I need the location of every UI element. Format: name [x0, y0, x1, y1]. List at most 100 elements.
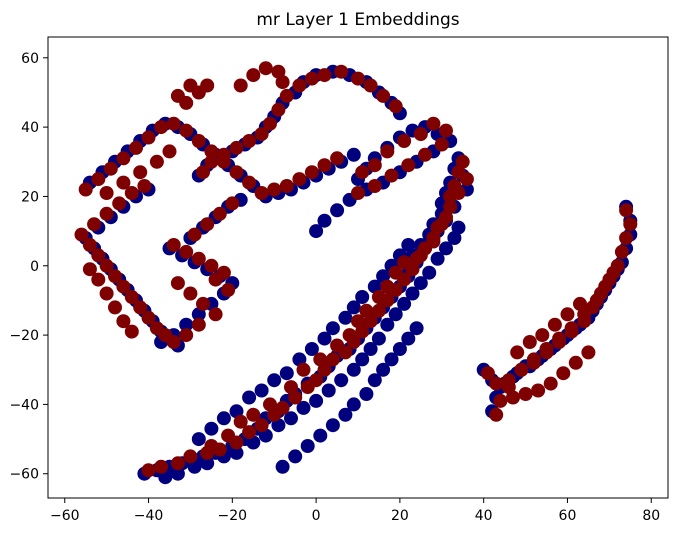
scatter-point	[204, 421, 219, 436]
scatter-point	[288, 449, 303, 464]
scatter-point	[129, 140, 143, 155]
scatter-point	[91, 272, 106, 287]
scatter-point	[573, 296, 587, 311]
x-tick-label: −40	[134, 508, 164, 524]
scatter-point	[229, 445, 244, 460]
scatter-point	[154, 120, 169, 135]
scatter-point	[204, 439, 219, 453]
scatter-point	[183, 286, 198, 301]
scatter-point	[133, 165, 148, 180]
scatter-point	[401, 331, 416, 346]
scatter-point	[296, 400, 311, 415]
scatter-point	[166, 335, 181, 349]
x-tick-label: −20	[218, 508, 248, 524]
scatter-point	[124, 290, 139, 304]
scatter-point	[99, 186, 114, 200]
chart-title: mr Layer 1 Embeddings	[256, 10, 459, 30]
scatter-point	[380, 144, 395, 159]
scatter-point	[229, 140, 244, 155]
scatter-point	[183, 449, 198, 464]
scatter-point	[321, 383, 336, 398]
scatter-point	[388, 307, 403, 322]
scatter-point	[133, 300, 148, 315]
scatter-point	[229, 165, 244, 180]
scatter-point	[355, 290, 370, 304]
scatter-point	[137, 179, 152, 193]
scatter-point	[376, 362, 391, 377]
scatter-point	[330, 203, 345, 218]
scatter-point	[384, 168, 399, 183]
scatter-point	[221, 283, 236, 297]
scatter-point	[309, 393, 324, 408]
scatter-point	[263, 397, 277, 412]
scatter-point	[170, 456, 185, 471]
scatter-point	[526, 352, 541, 367]
scatter-point	[309, 224, 324, 239]
y-tick-label: 60	[21, 51, 39, 67]
scatter-point	[267, 182, 282, 197]
scatter-point	[531, 383, 546, 398]
scatter-point	[296, 362, 311, 377]
scatter-point	[367, 158, 382, 173]
scatter-point	[116, 175, 131, 190]
scatter-point	[434, 137, 449, 152]
scatter-point	[451, 220, 466, 235]
scatter-point	[304, 342, 319, 356]
scatter-point	[313, 352, 328, 367]
scatter-point	[191, 251, 206, 266]
scatter-point	[99, 286, 114, 301]
scatter-point	[204, 258, 219, 273]
scatter-point	[351, 186, 365, 200]
scatter-point	[279, 366, 294, 381]
scatter-point	[279, 88, 294, 103]
scatter-point	[204, 154, 219, 169]
scatter-point	[166, 238, 181, 252]
x-tick-label: 20	[391, 508, 409, 524]
scatter-point	[204, 144, 219, 159]
y-tick-label: 20	[21, 189, 39, 205]
scatter-point	[141, 130, 156, 145]
points-layer	[74, 61, 638, 485]
scatter-point	[439, 123, 453, 138]
scatter-point	[338, 407, 353, 422]
scatter-point	[196, 165, 210, 180]
y-tick-label: 40	[21, 120, 39, 136]
scatter-point	[191, 317, 206, 332]
scatter-point	[514, 362, 529, 377]
scatter-point	[413, 276, 428, 291]
scatter-point	[430, 251, 445, 266]
scatter-point	[535, 328, 550, 343]
scatter-point	[284, 380, 298, 395]
scatter-point	[367, 373, 382, 388]
scatter-point	[246, 68, 261, 83]
scatter-point	[233, 78, 248, 93]
scatter-point	[351, 71, 365, 86]
scatter-point	[493, 393, 508, 408]
scatter-point	[242, 134, 257, 148]
scatter-point	[284, 411, 298, 426]
scatter-point	[267, 373, 282, 388]
scatter-point	[242, 390, 257, 405]
scatter-point	[380, 279, 395, 294]
scatter-point	[91, 172, 106, 187]
x-tick-label: 80	[642, 508, 660, 524]
scatter-point	[619, 203, 634, 218]
scatter-point	[367, 179, 382, 193]
scatter-point	[325, 418, 340, 433]
scatter-point	[309, 373, 324, 388]
scatter-point	[388, 265, 403, 280]
scatter-point	[246, 407, 261, 422]
scatter-point	[78, 182, 93, 197]
scatter-point	[543, 376, 558, 391]
scatter-point	[451, 186, 466, 200]
scatter-point	[82, 262, 97, 277]
scatter-point	[166, 116, 181, 131]
scatter-point	[317, 68, 332, 83]
scatter-point	[183, 78, 198, 93]
scatter-point	[355, 165, 370, 180]
scatter-point	[363, 342, 378, 356]
scatter-point	[346, 147, 361, 162]
scatter-point	[418, 147, 432, 162]
scatter-point	[376, 88, 391, 103]
x-tick-label: −60	[50, 508, 80, 524]
